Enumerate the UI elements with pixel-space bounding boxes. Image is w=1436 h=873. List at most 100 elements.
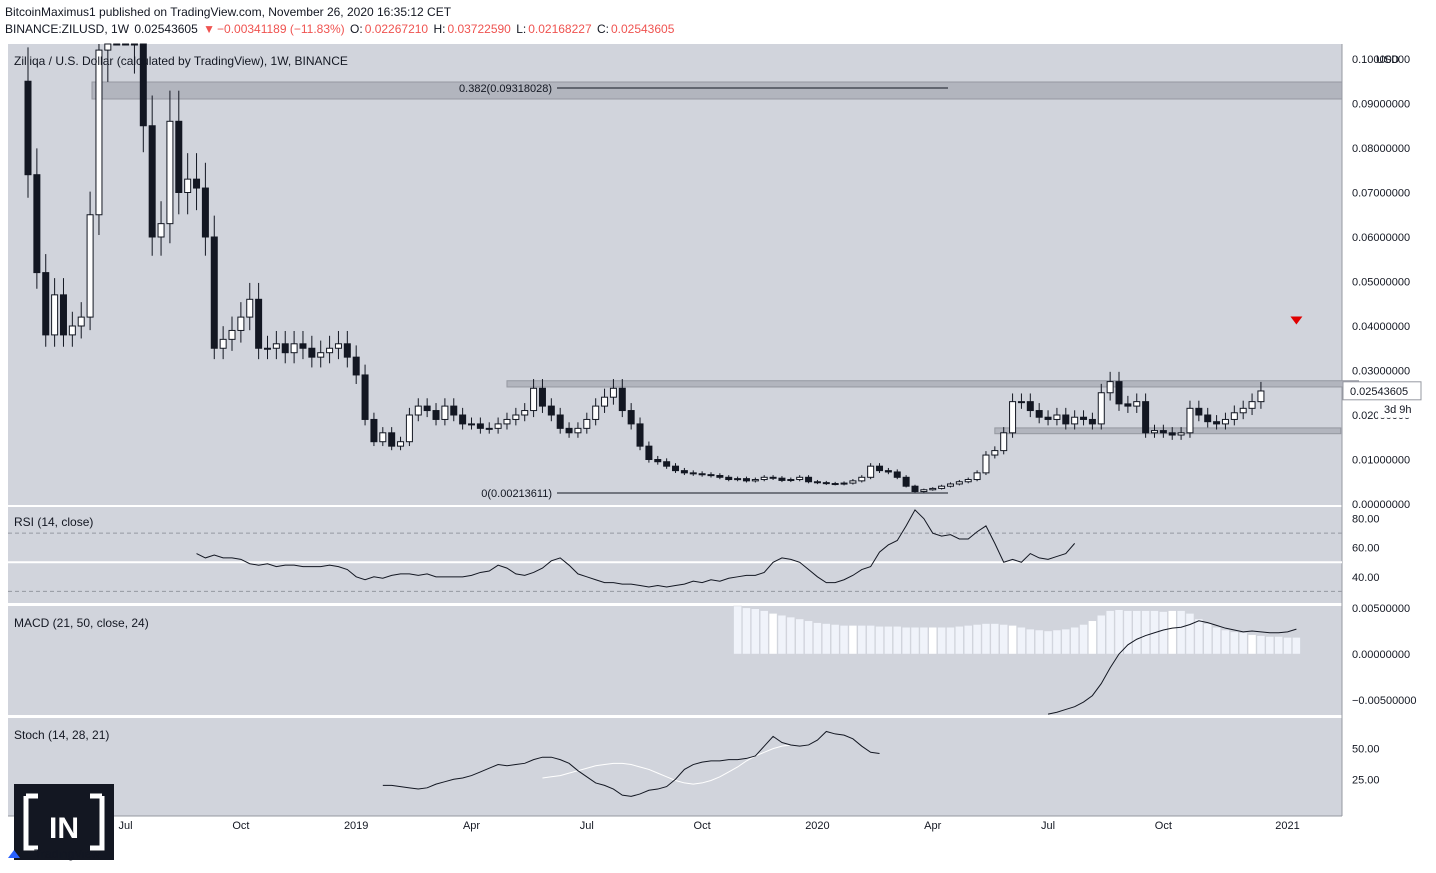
fib-level-label-0: 0.382(0.09318028) bbox=[459, 83, 552, 95]
candle bbox=[822, 482, 830, 485]
time-tick-label: 2019 bbox=[344, 820, 368, 832]
macd-histogram-bar bbox=[1079, 624, 1088, 655]
macd-histogram-bar bbox=[768, 613, 778, 655]
candle bbox=[1124, 403, 1132, 407]
time-tick-label: 2021 bbox=[1275, 820, 1299, 832]
candle bbox=[884, 470, 892, 473]
candle bbox=[1150, 430, 1158, 434]
candle bbox=[33, 174, 41, 274]
candle bbox=[592, 405, 600, 420]
macd-histogram-bar bbox=[963, 625, 973, 655]
rsi-tick-label: 80.00 bbox=[1352, 514, 1380, 526]
time-tick-label: Jul bbox=[1041, 820, 1055, 832]
candle bbox=[476, 423, 484, 429]
price-tick-label: 0.07000000 bbox=[1352, 188, 1410, 200]
published-text: published on TradingView.com, November 2… bbox=[99, 5, 452, 19]
chart-title: Zilliqa / U.S. Dollar (calculated by Tra… bbox=[14, 54, 348, 68]
horizontal-zone-1 bbox=[994, 427, 1342, 435]
stoch-label: Stoch (14, 28, 21) bbox=[14, 728, 109, 742]
high-label: H: bbox=[433, 22, 446, 36]
candle bbox=[68, 325, 76, 336]
rsi-tick-label: 40.00 bbox=[1352, 572, 1380, 584]
candle bbox=[1097, 392, 1105, 425]
time-tick-label: 2020 bbox=[805, 820, 829, 832]
macd-histogram-bar bbox=[1097, 614, 1106, 655]
candle bbox=[946, 483, 954, 487]
candle bbox=[1044, 416, 1052, 420]
candle bbox=[574, 427, 582, 434]
candle bbox=[1230, 412, 1238, 420]
candle bbox=[210, 236, 218, 349]
candle bbox=[831, 483, 839, 486]
price-candles bbox=[24, 43, 1303, 493]
price-tick-label: 0.00000000 bbox=[1352, 499, 1410, 511]
publisher-name[interactable]: BitcoinMaximus1 bbox=[5, 5, 96, 19]
candle bbox=[734, 478, 742, 481]
candle bbox=[920, 489, 928, 493]
macd-histogram-bar bbox=[1238, 632, 1248, 655]
chart-canvas[interactable]: 0.382(0.09318028) 0(0.00213611) 0.1000000… bbox=[0, 40, 1436, 873]
macd-tick-label: 0.00000000 bbox=[1352, 649, 1410, 661]
macd-histogram-bar bbox=[910, 626, 920, 655]
macd-histogram-bar bbox=[1247, 634, 1257, 655]
time-tick-label: Jul bbox=[580, 820, 594, 832]
candle bbox=[95, 49, 103, 216]
candle bbox=[1115, 381, 1123, 405]
candle bbox=[769, 476, 777, 479]
candle bbox=[405, 414, 413, 443]
candle bbox=[707, 474, 715, 477]
symbol-label: BINANCE:ZILUSD, 1W bbox=[5, 22, 130, 36]
price-pane[interactable] bbox=[8, 44, 1342, 505]
macd-histogram-bar bbox=[1292, 637, 1301, 655]
macd-histogram-bar bbox=[1185, 613, 1195, 655]
time-tick-label: Oct bbox=[232, 820, 249, 832]
macd-histogram-bar bbox=[1159, 611, 1168, 655]
last-price-badge-text: 0.02543605 bbox=[1350, 386, 1408, 398]
stoch-k-line bbox=[382, 730, 880, 797]
candle bbox=[201, 187, 209, 238]
time-axis[interactable]: Jul Oct 2019 Apr Jul Oct 2020 Apr Jul Oct 2021 bbox=[8, 815, 1342, 832]
candle bbox=[299, 343, 307, 349]
candle bbox=[991, 450, 999, 456]
candle bbox=[929, 487, 937, 491]
candle bbox=[77, 316, 85, 327]
horizontal-zone-0 bbox=[506, 380, 1360, 388]
candle bbox=[609, 387, 617, 398]
open-label: O: bbox=[350, 22, 363, 36]
panes bbox=[8, 44, 1343, 816]
candle bbox=[938, 485, 946, 489]
macd-histogram-bar bbox=[937, 626, 946, 655]
candle bbox=[397, 441, 405, 447]
candle bbox=[86, 214, 94, 318]
price-tick-label: 0.04000000 bbox=[1352, 321, 1410, 333]
price-tick-label: 0.10000000 bbox=[1352, 54, 1410, 66]
candle bbox=[964, 479, 972, 483]
macd-histogram-bar bbox=[1283, 637, 1292, 655]
macd-histogram-bar bbox=[972, 624, 982, 655]
macd-histogram-bar bbox=[1034, 629, 1044, 655]
rsi-label: RSI (14, close) bbox=[14, 515, 93, 529]
logo-bracket-icon bbox=[23, 793, 105, 851]
macd-histogram-bar bbox=[1256, 635, 1266, 655]
macd-histogram-bar bbox=[981, 623, 991, 655]
candle bbox=[59, 294, 67, 336]
macd-histogram-bar bbox=[1230, 631, 1239, 655]
last-price-badge bbox=[1342, 381, 1422, 401]
price-axis[interactable]: 0.10000000 0.09000000 0.08000000 0.07000000… bbox=[1342, 54, 1422, 511]
candle bbox=[122, 43, 130, 46]
candle bbox=[1071, 416, 1079, 425]
candle bbox=[1142, 401, 1150, 434]
candle bbox=[530, 387, 538, 412]
stoch-tick-label: 25.00 bbox=[1352, 774, 1380, 786]
stoch-pane[interactable] bbox=[8, 718, 1342, 816]
candle bbox=[778, 477, 786, 481]
candle bbox=[450, 405, 458, 416]
candle bbox=[51, 294, 59, 336]
macd-histogram-bar bbox=[839, 625, 849, 655]
down-arrow-marker-icon bbox=[1290, 316, 1303, 325]
macd-histogram-bar bbox=[1212, 626, 1221, 655]
candle bbox=[1088, 418, 1096, 425]
candle bbox=[24, 80, 32, 176]
candle bbox=[184, 178, 192, 193]
rsi-pane[interactable] bbox=[8, 507, 1342, 603]
